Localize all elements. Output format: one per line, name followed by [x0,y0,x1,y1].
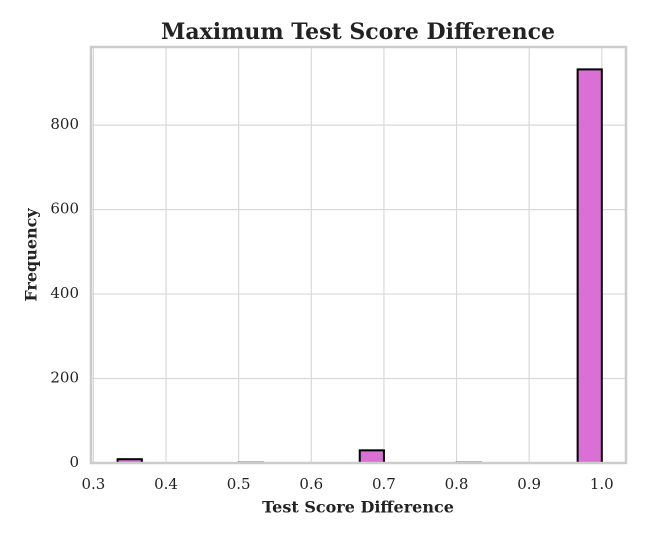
plot-frame [91,47,626,463]
chart-title: Maximum Test Score Difference [161,19,555,45]
x-tick-label: 0.3 [81,475,105,493]
y-tick-label: 200 [50,369,79,387]
y-tick-label: 400 [50,284,79,302]
y-axis-label: Frequency [22,208,41,302]
y-tick-label: 0 [69,453,79,471]
y-tick-label: 800 [50,115,79,133]
x-tick-label: 1.0 [590,475,614,493]
x-tick-label: 0.5 [227,475,251,493]
x-tick-label: 0.7 [372,475,396,493]
x-tick-label: 0.6 [299,475,323,493]
bar [360,450,384,463]
x-axis-label: Test Score Difference [262,498,454,517]
bar [578,69,602,463]
x-tick-label: 0.8 [445,475,469,493]
x-tick-label: 0.9 [517,475,541,493]
y-tick-label: 600 [50,200,79,218]
x-tick-label: 0.4 [154,475,178,493]
